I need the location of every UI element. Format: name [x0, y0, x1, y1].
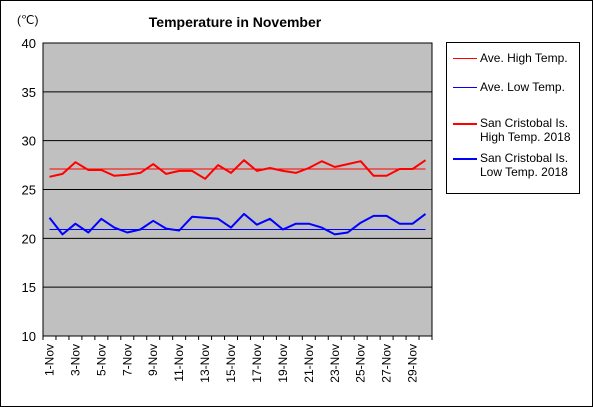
series-line-3 [48, 212, 427, 236]
y-tick-label: 15 [22, 280, 36, 295]
legend-label: Ave. Low Temp. [480, 80, 565, 94]
x-tick-label: 21-Nov [302, 344, 316, 383]
x-tick-label: 15-Nov [224, 344, 238, 383]
x-tick-label: 27-Nov [380, 344, 394, 383]
series-line-2 [49, 159, 427, 180]
x-tick-label: 11-Nov [172, 344, 186, 382]
legend: Ave. High Temp. Ave. Low Temp. San Cristob… [446, 42, 580, 194]
y-tick-label: 35 [22, 85, 36, 100]
y-tick-label: 25 [22, 183, 36, 198]
x-tick-label: 3-Nov [68, 344, 82, 376]
y-tick-label: 30 [22, 134, 36, 149]
chart-title: Temperature in November [148, 14, 322, 30]
x-tick-label: 7-Nov [120, 344, 134, 376]
legend-swatch [453, 58, 477, 59]
x-tick-label: 17-Nov [250, 344, 264, 383]
y-tick-label: 10 [22, 329, 36, 344]
legend-label: San Cristobal Is. Low Temp. 2018 [480, 151, 569, 179]
legend-swatch [453, 87, 477, 88]
y-tick-label: 40 [22, 36, 36, 51]
x-tick-label: 25-Nov [354, 344, 368, 383]
x-tick-label: 13-Nov [198, 344, 212, 383]
y-tick-label: 20 [22, 231, 36, 246]
legend-label: Ave. High Temp. [480, 51, 568, 65]
x-tick-label: 29-Nov [406, 344, 420, 383]
legend-label: San Cristobal Is. High Temp. 2018 [480, 116, 571, 144]
x-tick-label: 23-Nov [328, 344, 342, 383]
x-tick-label: 5-Nov [94, 344, 108, 376]
x-tick-label: 19-Nov [276, 344, 290, 383]
legend-swatch [453, 158, 477, 160]
x-tick-label: 9-Nov [146, 344, 160, 376]
legend-swatch [453, 123, 477, 125]
y-unit-label: (℃) [17, 13, 39, 27]
x-tick-label: 1-Nov [42, 344, 56, 376]
